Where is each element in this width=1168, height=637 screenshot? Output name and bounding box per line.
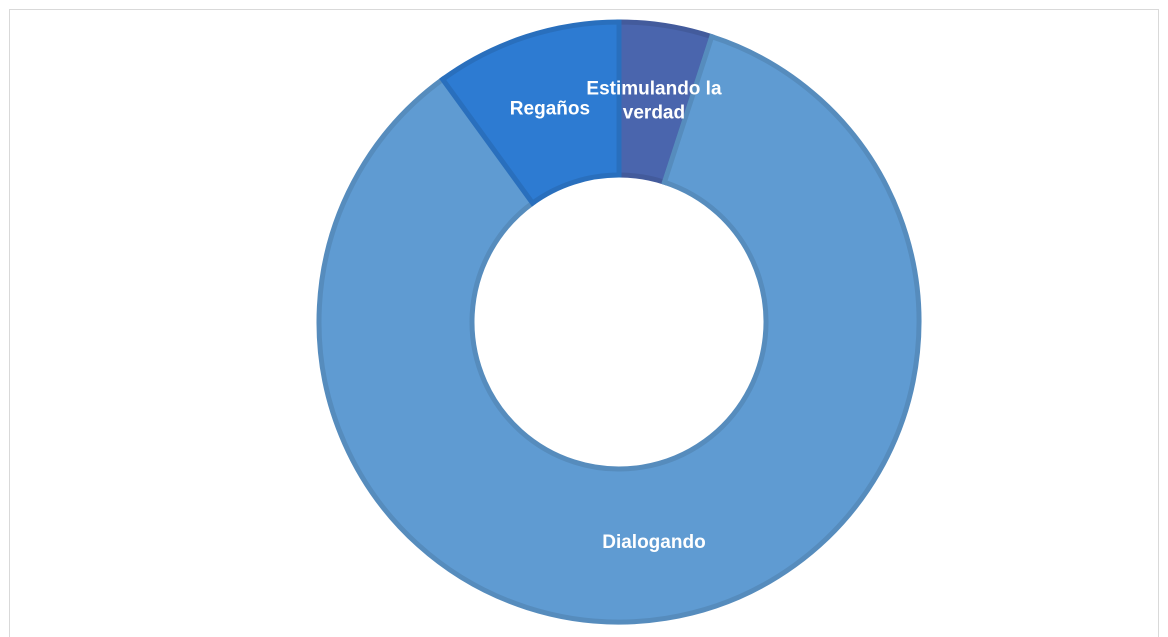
slice-label: Estimulando la verdad <box>586 78 722 123</box>
donut-slice <box>316 33 922 625</box>
slice-label: Regaños <box>510 98 590 119</box>
slice-label: Dialogando <box>602 532 705 553</box>
donut-slice <box>439 19 622 207</box>
